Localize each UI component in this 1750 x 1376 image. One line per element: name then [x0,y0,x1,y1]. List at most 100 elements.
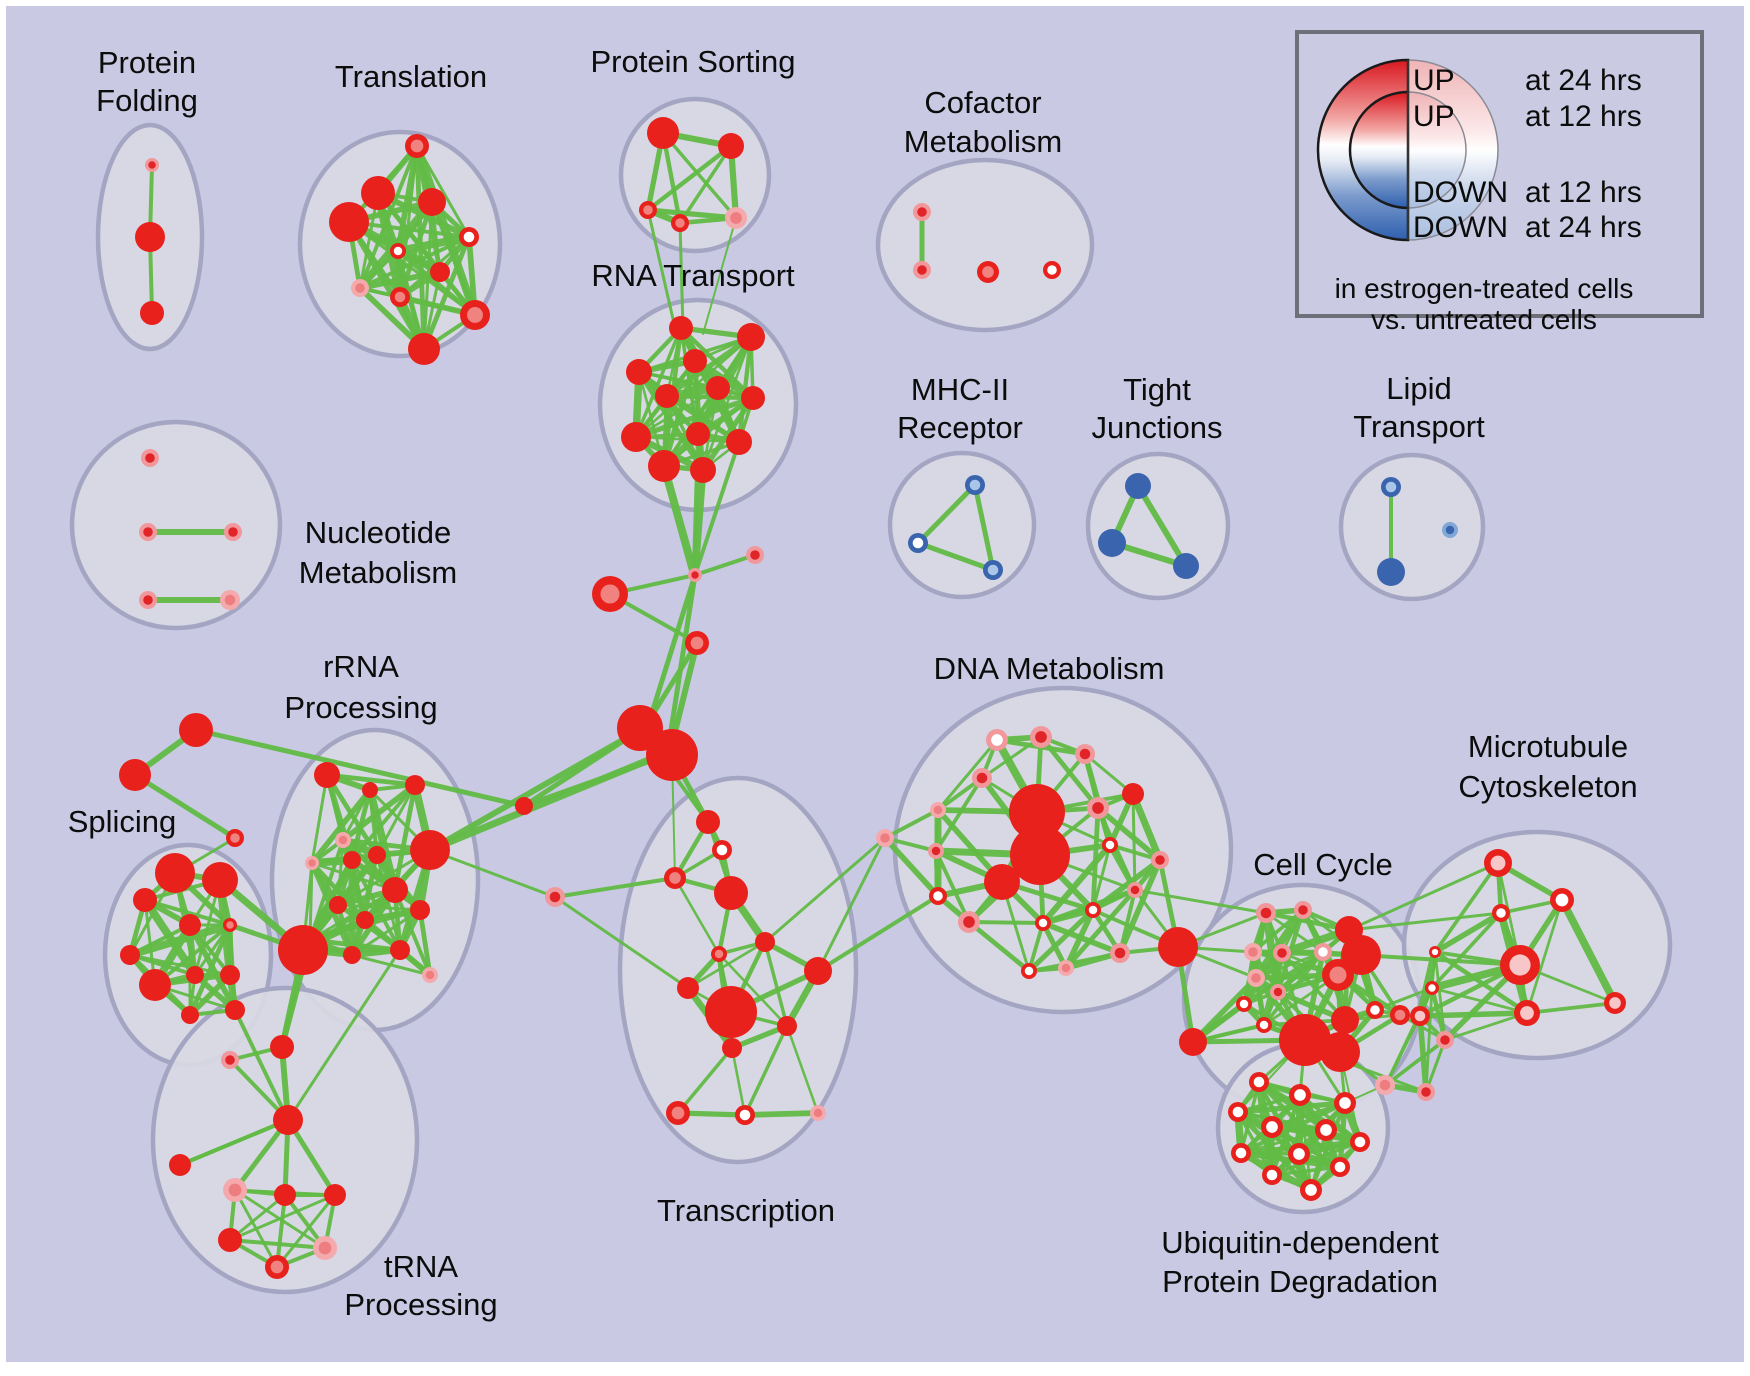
node-ubiquitin-degradation [1330,1157,1350,1177]
cluster-splicing-label: Splicing [68,804,177,839]
legend-direction-label: UP [1413,64,1455,97]
node-tight-junctions [1098,529,1126,557]
cluster-tight-junctions-label: Junctions [1092,410,1223,445]
cluster-cofactor-metabolism-label: Cofactor [924,85,1041,120]
edge-dna-metabolism [1026,907,1096,974]
node-rna-transport [683,349,707,373]
legend: UP at 24 hrs UP at 12 hrs DOWN at 12 hrs DOWN a… [1295,30,1704,335]
edge-bridge [816,894,940,973]
node-dna-metabolism [1030,726,1052,748]
cluster-protein-folding-label: Folding [96,83,198,118]
node-translation [390,243,406,259]
edge-microtubule-cytoskeleton [1525,898,1564,1015]
node-transcription [804,957,832,985]
edge-splicing [126,921,234,959]
node-rrna-processing [368,846,386,864]
edge-bridge [193,727,527,809]
legend-time-label: at 24 hrs [1525,64,1642,97]
edge-rrna-processing [393,888,432,977]
node-rrna-processing [278,925,328,975]
edge-transcription [743,1024,789,1117]
node-dna-metabolism [930,802,946,818]
edge-mhc-ii-receptor [915,540,996,573]
legend-ring-inner-right [1407,91,1467,209]
cluster-dna-metabolism-label: DNA Metabolism [934,651,1165,686]
cluster-microtubule-cytoskeleton-label: Microtubule [1468,729,1628,764]
node-cell-cycle [1244,943,1262,961]
node-microtubule-cytoskeleton [1550,888,1574,912]
edge-splicing [143,898,232,927]
edge-microtubule-cytoskeleton [1417,1010,1530,1019]
node-ubiquitin-degradation [1288,1143,1310,1165]
node-rna-transport [706,376,730,400]
edge-cell-cycle [1280,951,1347,1022]
node-cell-cycle [1236,996,1252,1012]
node-microtubule-cytoskeleton [1500,945,1540,985]
edge-dna-metabolism [966,919,1032,974]
node-cell-cycle [1273,944,1291,962]
edge-translation [394,233,473,255]
edge-transcription [785,1024,820,1115]
edge-dna-metabolism [967,920,1045,925]
edge-bridge [1347,861,1500,932]
node-dna-metabolism [1075,744,1095,764]
node-tight-junctions [1125,473,1151,499]
edge-bridge [1384,1038,1447,1087]
edge-ubiquitin-degradation [1270,1165,1342,1177]
edge-dna-metabolism [934,849,971,924]
edge-dna-metabolism [936,738,999,812]
edge-rna-transport [634,386,720,439]
edge-transcription [673,876,721,956]
cluster-translation-label: Translation [335,59,487,94]
legend-ring-inner-left [1348,90,1410,210]
node-trna-processing [265,1255,289,1279]
node-ubiquitin-degradation [1350,1132,1370,1152]
node-rna-transport [726,429,752,455]
node-splicing [225,1000,245,1020]
cluster-lipid-transport-label: Transport [1353,409,1485,444]
edge-microtubule-cytoskeleton [1432,910,1504,955]
node-rna-transport [655,384,679,408]
node-translation [460,300,490,330]
node-protein-sorting [718,133,744,159]
legend-direction-label: UP [1413,100,1455,133]
node-rna-transport [621,422,651,452]
node-translation [390,287,410,307]
edge-bridge [660,462,698,578]
node-rrna-processing [343,946,361,964]
node-rrna-processing [314,762,340,788]
node-dna-metabolism [958,911,980,933]
cluster-mhc-ii-receptor-label: MHC-II [911,372,1009,407]
edge-transcription [742,1110,821,1118]
edge-bridge [1424,1038,1447,1094]
edge-dna-metabolism [1095,805,1163,863]
edge-translation [347,220,471,239]
node-rna-transport [626,359,652,385]
node-dna-metabolism [1151,851,1169,869]
node-rna-transport [741,386,765,410]
node-cell-cycle [1270,984,1286,1000]
node-cell-cycle [1294,901,1312,919]
node-ubiquitin-degradation [1315,1119,1337,1141]
node-transcription [735,1105,755,1125]
node-microtubule-cytoskeleton [1417,1083,1435,1101]
node-cofactor-metabolism [913,203,931,221]
legend-caption: in estrogen-treated cells [1335,273,1634,304]
cluster-cell-cycle-label: Cell Cycle [1253,847,1393,882]
node-rrna-processing [356,911,374,929]
node-rrna-processing [305,856,319,870]
node-ubiquitin-degradation [1300,1179,1322,1201]
node-dna-metabolism [1127,882,1143,898]
node-transcription [755,932,775,952]
node-rna-transport [648,450,680,482]
edge-rrna-processing [310,773,329,865]
legend-direction-label: DOWN [1413,211,1508,244]
node-microtubule-cytoskeleton [1436,1031,1454,1049]
edge-rrna-processing [324,772,418,788]
node-transcription [705,986,757,1038]
node-cell-cycle [1179,1028,1207,1056]
edge-mhc-ii-receptor [915,482,978,546]
node-microtubule-cytoskeleton [1410,1006,1430,1026]
node-transcription [677,977,699,999]
